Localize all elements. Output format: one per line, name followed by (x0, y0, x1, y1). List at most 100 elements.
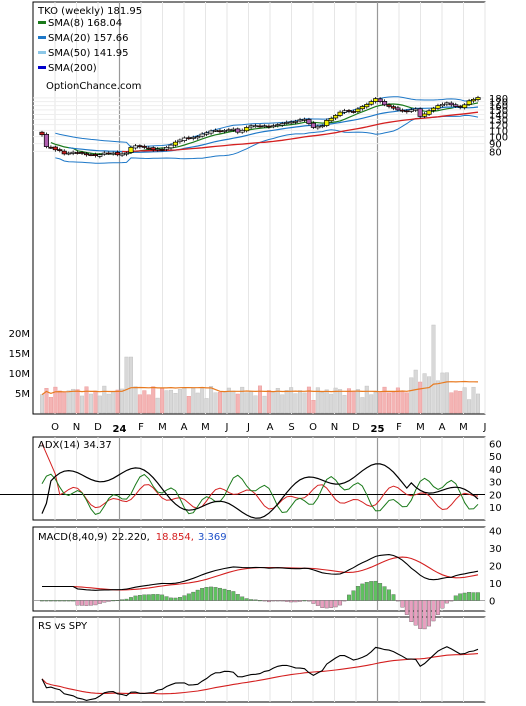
candle-body-88 (430, 107, 437, 111)
candle-body-94 (457, 105, 463, 108)
macd-hist-bar-37 (204, 587, 209, 601)
candle-body-0 (39, 131, 45, 136)
volume-bar-67 (338, 389, 343, 414)
volume-bar-34 (191, 388, 196, 414)
volume-bar-7 (71, 388, 76, 414)
month-label-9: J (246, 422, 250, 433)
month-label-4: F (138, 422, 144, 433)
macd-hist-bar-33 (186, 593, 191, 601)
volume-bar-73 (364, 385, 369, 414)
macd-tick-4: 40 (489, 527, 502, 538)
volume-bar-11 (88, 393, 93, 414)
candle-body-48 (253, 125, 259, 128)
legend-swatch-sma20 (38, 36, 46, 39)
candle-body-62 (315, 125, 321, 129)
candle-body-16 (110, 152, 116, 155)
volume-bar-82 (404, 392, 409, 414)
price-tick-2: 100 (489, 133, 508, 144)
macd-hist-bar-44 (235, 594, 240, 601)
volume-bar-49 (258, 385, 263, 414)
macd-hist-bar-58 (298, 600, 302, 602)
volume-bar-97 (471, 386, 476, 414)
price-tick-9: 170 (489, 98, 508, 109)
candle-body-54 (279, 123, 285, 126)
macd-line (42, 554, 479, 591)
candle-body-17 (115, 152, 121, 156)
candle-body-83 (408, 109, 414, 112)
volume-bar-90 (440, 372, 445, 414)
macd-hist-bar-91 (444, 600, 449, 604)
macd-hist-bar-75 (373, 580, 378, 601)
macd-hist-bar-25 (151, 594, 156, 601)
sma50-line (122, 111, 479, 153)
candle-body-28 (164, 147, 170, 150)
volume-bar-38 (209, 386, 214, 414)
candle-body-31 (177, 139, 183, 143)
legend-sma20: SMA(20) 157.66 (48, 33, 129, 44)
macd-hist-bar-88 (431, 600, 436, 622)
candle-body-35 (195, 136, 201, 139)
candle-body-97 (471, 98, 477, 102)
volume-bar-0 (40, 394, 45, 414)
candle-body-58 (297, 119, 303, 122)
macd-hist-bar-94 (458, 593, 463, 601)
candle-body-3 (52, 146, 58, 151)
price-tick-8: 160 (489, 102, 508, 113)
volume-bar-62 (315, 387, 320, 414)
macd-hist-bar-42 (226, 590, 231, 601)
rs-line (41, 646, 479, 701)
macd-legend: MACD(8,40,9) 22.220, 18.854, 3.369 (38, 532, 227, 543)
volume-bar-26 (155, 397, 160, 414)
macd-hist-bar-1 (44, 600, 49, 602)
candle-body-29 (168, 144, 174, 149)
candle-body-22 (137, 145, 143, 148)
candle-body-78 (386, 104, 392, 107)
volume-bar-2 (48, 397, 53, 414)
candle-body-12 (92, 153, 98, 156)
candle-body-40 (217, 130, 223, 133)
volume-bar-92 (449, 392, 454, 414)
month-label-2: D (94, 422, 102, 433)
candle-body-71 (355, 108, 361, 113)
macd-hist-bar-11 (88, 600, 93, 606)
macd-hist-bar-53 (275, 600, 280, 602)
candle-body-47 (248, 125, 254, 128)
candle-body-26 (155, 148, 161, 151)
volume-bar-65 (329, 393, 334, 414)
month-label-17: M (416, 422, 425, 433)
macd-value: 22.220, (112, 532, 150, 543)
candle-body-98 (475, 97, 481, 100)
candle-body-24 (146, 147, 152, 150)
month-label-0: O (51, 422, 59, 433)
volume-bar-8 (75, 389, 80, 414)
macd-hist-bar-13 (97, 600, 102, 604)
volume-bar-28 (164, 390, 169, 414)
candle-body-27 (159, 149, 165, 151)
volume-bar-13 (97, 395, 102, 414)
candle-body-49 (257, 125, 263, 128)
bollinger-lower (55, 114, 479, 164)
volume-bar-33 (186, 396, 191, 414)
volume-bar-75 (373, 392, 378, 414)
volume-bar-5 (62, 392, 67, 414)
candle-body-30 (172, 141, 179, 146)
macd-hist-bar-66 (333, 600, 338, 608)
volume-bar-10 (84, 386, 89, 414)
candle-body-80 (395, 107, 401, 111)
macd-hist-bar-86 (422, 600, 427, 630)
price-tick-4: 120 (489, 121, 508, 132)
month-label-6: A (181, 422, 188, 433)
adx-tick-5: 60 (489, 439, 502, 450)
candle-body-91 (444, 102, 450, 105)
macd-hist-bar-31 (177, 597, 182, 601)
macd-hist-bar-69 (347, 594, 351, 601)
candle-body-87 (426, 110, 432, 115)
candle-body-41 (221, 130, 227, 132)
volume-bar-16 (111, 391, 116, 414)
macd-hist-bar-72 (360, 583, 365, 601)
macd-hist-bar-49 (258, 600, 262, 602)
candle-body-61 (310, 122, 316, 128)
candle-body-25 (150, 147, 156, 151)
volume-bar-23 (142, 390, 147, 414)
